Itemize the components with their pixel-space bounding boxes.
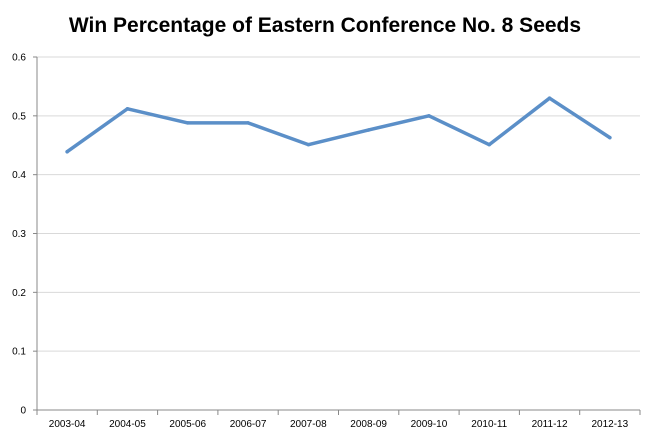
data-point xyxy=(246,121,250,125)
x-tick-label: 2008-09 xyxy=(350,419,387,430)
data-point xyxy=(306,142,311,147)
series-layer xyxy=(65,96,612,154)
data-point xyxy=(487,142,491,147)
data-point xyxy=(186,121,190,125)
data-point xyxy=(427,114,431,118)
x-tick-label: 2003-04 xyxy=(49,419,86,430)
x-tick-labels: 2003-04 2004-05 2005-06 2006-07 2007-08 2008-… xyxy=(49,419,629,430)
gridlines xyxy=(37,56,640,352)
y-tick-label: 0.3 xyxy=(12,229,26,240)
y-tick-label: 0.2 xyxy=(12,288,26,299)
x-tick-label: 2011-12 xyxy=(532,419,568,430)
x-tick-label: 2007-08 xyxy=(290,419,327,430)
x-tick-label: 2005-06 xyxy=(169,419,206,430)
y-tick-label: 0 xyxy=(20,406,26,417)
x-tick-label: 2006-07 xyxy=(230,419,267,430)
chart-title: Win Percentage of Eastern Conference No.… xyxy=(68,14,582,37)
y-tick-labels: 0 0.1 0.2 0.3 0.4 0.5 0.6 xyxy=(12,53,26,417)
y-tick-label: 0.1 xyxy=(12,347,26,358)
x-tick-label: 2009-10 xyxy=(411,419,448,430)
x-tick-label: 2012-13 xyxy=(591,419,628,430)
y-tick-label: 0.6 xyxy=(12,53,26,64)
data-point xyxy=(125,107,130,111)
data-point xyxy=(608,135,612,140)
data-point xyxy=(547,96,552,100)
x-tick-label: 2010-11 xyxy=(471,419,507,430)
axes xyxy=(33,56,641,415)
y-tick-label: 0.4 xyxy=(12,170,26,181)
series-line xyxy=(65,96,612,154)
data-point xyxy=(65,149,69,154)
x-tick-label: 2004-05 xyxy=(109,419,146,430)
data-point xyxy=(366,128,371,132)
y-tick-label: 0.5 xyxy=(12,111,26,122)
